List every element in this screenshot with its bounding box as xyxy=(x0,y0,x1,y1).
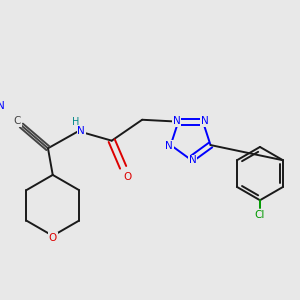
Text: Cl: Cl xyxy=(255,210,265,220)
Text: O: O xyxy=(49,233,57,243)
Text: N: N xyxy=(77,126,85,136)
Text: H: H xyxy=(72,117,79,127)
Text: N: N xyxy=(201,116,209,126)
Text: N: N xyxy=(189,155,196,166)
Text: N: N xyxy=(172,116,180,126)
Text: N: N xyxy=(0,101,4,111)
Text: C: C xyxy=(14,116,21,126)
Text: O: O xyxy=(124,172,132,182)
Text: N: N xyxy=(165,141,173,151)
